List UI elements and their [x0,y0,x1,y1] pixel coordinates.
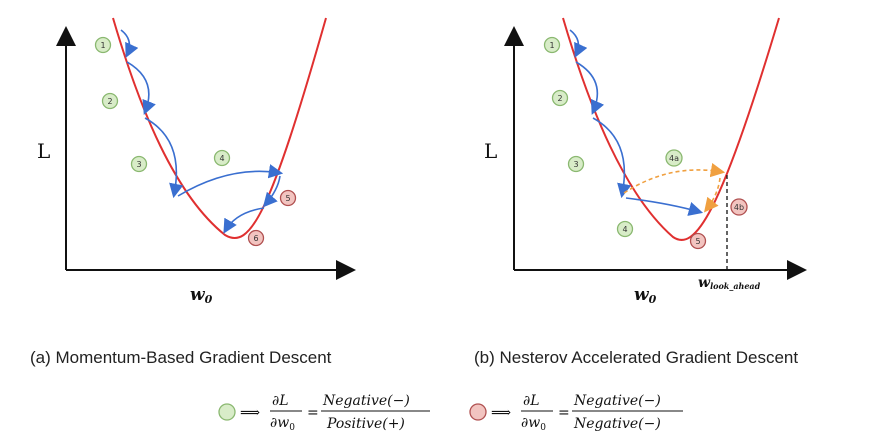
step-arrow-2 [575,61,605,115]
step-arrow-1 [569,29,588,58]
svg-text:5: 5 [285,194,290,203]
step-marker-4b: 4b [730,198,748,216]
panel-a: L w0 1 2 3 4 5 [30,17,356,367]
step-marker-1: 1 [94,36,112,54]
step-marker-6: 6 [247,229,265,247]
svg-text:4b: 4b [734,203,744,212]
x-axis-label: w0 [634,285,657,306]
y-axis-label: L [484,139,497,163]
partial-denominator: ∂w0 [270,415,295,433]
lookahead-arrow-4a [623,162,726,194]
step-marker-5: 5 [689,232,707,250]
fraction-bottom: Negative(−) [573,416,661,432]
legend-green: ⟹ ∂L ∂w0 = Negative(−) Positive(+) [218,393,430,433]
step-marker-4: 4 [616,220,634,238]
lookahead-arrow-4b [704,177,721,213]
step-marker-3: 3 [130,155,148,173]
caption-b: (b) Nesterov Accelerated Gradient Descen… [474,348,798,367]
legend-green-swatch [218,403,236,421]
svg-text:1: 1 [549,41,554,50]
step-marker-4a: 4a [665,149,683,167]
legend-red-swatch [469,403,487,421]
legend-red: ⟹ ∂L ∂w0 = Negative(−) Negative(−) [469,393,683,433]
equals-sign: = [307,405,319,421]
x-axis-label: w0 [190,285,213,306]
step-arrow-2 [126,61,156,115]
svg-text:4: 4 [219,154,224,163]
partial-numerator: ∂L [523,393,540,409]
caption-a: (a) Momentum-Based Gradient Descent [30,348,332,367]
svg-text:5: 5 [695,237,700,246]
lookahead-label: wlook_ahead [698,275,761,291]
step-marker-2: 2 [551,89,569,107]
fraction-top: Negative(−) [322,393,410,409]
equals-sign: = [558,405,570,421]
svg-text:4: 4 [622,225,627,234]
svg-text:2: 2 [107,97,112,106]
step-arrow-3 [592,117,632,199]
svg-text:6: 6 [253,234,258,243]
partial-denominator: ∂w0 [521,415,546,433]
step-arrow-6 [223,207,265,234]
svg-text:4a: 4a [669,154,679,163]
svg-text:2: 2 [557,94,562,103]
loss-curve [112,17,327,240]
legend-arrow: ⟹ [240,405,260,421]
fraction-bottom: Positive(+) [326,416,405,432]
partial-numerator: ∂L [272,393,289,409]
step-arrow-4 [177,164,284,197]
step-arrow-3 [144,117,184,199]
svg-text:3: 3 [136,160,141,169]
step-marker-3: 3 [567,155,585,173]
svg-text:3: 3 [573,160,578,169]
step-arrow-1 [120,29,139,58]
y-axis-label: L [37,139,50,163]
step-arrow-5 [262,175,281,208]
step-arrow-4 [625,197,704,216]
step-marker-5: 5 [279,189,297,207]
svg-text:1: 1 [100,41,105,50]
fraction-top: Negative(−) [573,393,661,409]
legend-arrow: ⟹ [491,405,511,421]
step-marker-1: 1 [543,36,561,54]
panel-b: L w0 wlook_ahead 1 2 3 [474,17,807,367]
step-marker-2: 2 [101,92,119,110]
step-marker-4: 4 [213,149,231,167]
